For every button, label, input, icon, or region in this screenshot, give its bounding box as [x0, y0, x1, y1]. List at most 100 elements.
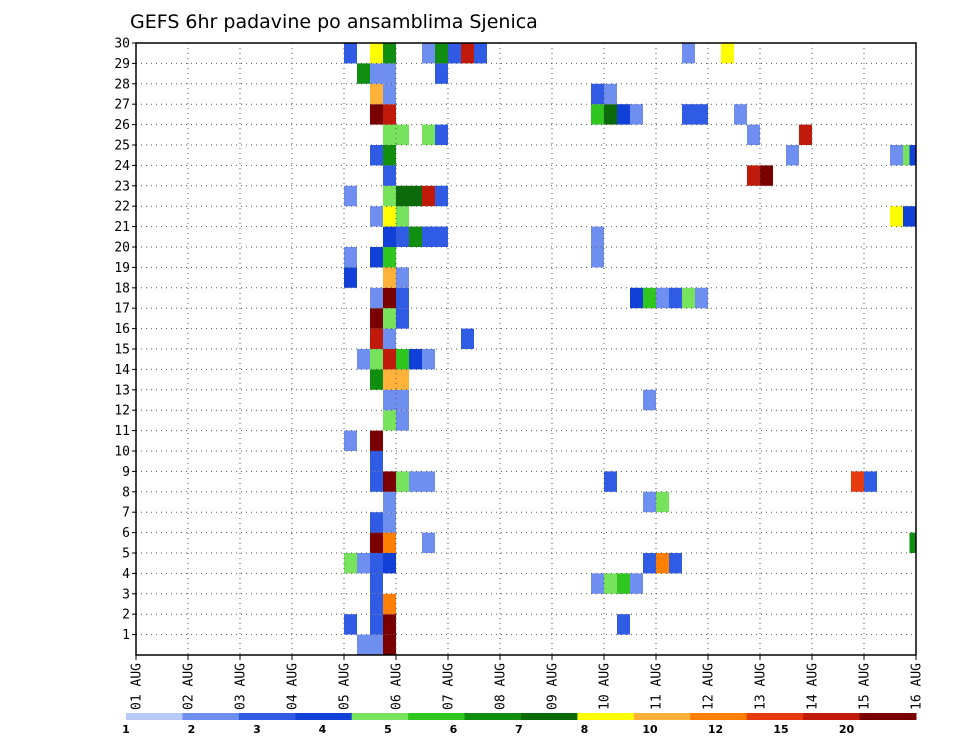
heatmap-cell [643, 491, 656, 513]
heatmap-cell [370, 532, 383, 553]
x-tick-label: 01 AUG [130, 663, 145, 710]
heatmap-cell [383, 63, 396, 84]
heatmap-cell [721, 43, 734, 64]
colorbar-swatch [859, 713, 917, 720]
heatmap-cell [909, 145, 916, 166]
heatmap-cell [396, 267, 409, 288]
x-tick-label: 14 AUG [806, 663, 821, 710]
heatmap-cell [669, 553, 682, 574]
heatmap-cell [383, 593, 396, 615]
heatmap-cell [422, 226, 435, 247]
heatmap-cell [344, 430, 357, 451]
heatmap-cell [370, 328, 383, 349]
heatmap-cell [643, 389, 656, 411]
heatmap-cell [344, 247, 357, 268]
heatmap-cell [604, 104, 617, 125]
heatmap-cell [370, 471, 383, 492]
heatmap-cell [357, 553, 370, 574]
x-tick-label: 07 AUG [442, 663, 457, 710]
heatmap-cell [591, 104, 604, 125]
y-tick-label: 23 [114, 179, 130, 194]
y-tick-label: 20 [114, 241, 130, 256]
y-tick-label: 8 [122, 485, 130, 500]
heatmap-cell [435, 124, 448, 145]
y-tick-label: 10 [114, 445, 130, 460]
heatmap-cell [383, 247, 396, 268]
heatmap-cell [396, 124, 409, 145]
colorbar-swatch [408, 713, 466, 720]
y-tick-label: 19 [114, 261, 130, 276]
heatmap-cell [682, 104, 695, 125]
heatmap-cell [344, 267, 357, 288]
colorbar-swatch [746, 713, 804, 720]
heatmap-cell [435, 226, 448, 247]
heatmap-cell [383, 512, 396, 533]
heatmap-cell [747, 165, 760, 186]
heatmap-cell [682, 43, 695, 64]
heatmap-cell [383, 145, 396, 166]
x-tick-label: 05 AUG [338, 663, 353, 710]
y-tick-label: 4 [122, 567, 130, 582]
colorbar-label: 5 [384, 723, 392, 736]
x-tick-label: 10 AUG [598, 663, 613, 710]
heatmap-cell [383, 185, 396, 207]
heatmap-cell [370, 145, 383, 166]
heatmap-cell [903, 206, 916, 227]
y-tick-label: 17 [114, 302, 130, 317]
heatmap-cell [604, 471, 617, 492]
heatmap-cell [591, 247, 604, 268]
colorbar-label: 20 [839, 723, 855, 736]
heatmap-cell [656, 491, 669, 513]
x-tick-label: 12 AUG [702, 663, 717, 710]
y-tick-label: 16 [114, 322, 130, 337]
heatmap-cell [383, 206, 396, 227]
y-tick-label: 7 [122, 506, 130, 521]
colorbar-label: 10 [642, 723, 658, 736]
heatmap-cell [591, 83, 604, 105]
heatmap-cell [396, 185, 409, 207]
heatmap-cell [734, 104, 747, 125]
colorbar-swatch [633, 713, 691, 720]
heatmap-cell [617, 104, 630, 125]
heatmap-cell [370, 349, 383, 370]
heatmap-cell [630, 287, 643, 309]
x-tick-label: 08 AUG [494, 663, 509, 710]
heatmap-cells [344, 43, 916, 655]
heatmap-cell [760, 165, 773, 186]
y-tick-label: 2 [122, 608, 130, 623]
y-tick-label: 28 [114, 77, 130, 92]
heatmap-cell [383, 491, 396, 513]
heatmap-cell [656, 287, 669, 309]
heatmap-cell [370, 308, 383, 329]
y-tick-label: 27 [114, 98, 130, 113]
heatmap-cell [396, 308, 409, 329]
heatmap-cell [344, 553, 357, 574]
colorbar-swatch [126, 713, 183, 720]
colorbar-label: 12 [708, 723, 723, 736]
y-tick-label: 1 [122, 628, 130, 643]
heatmap-cell [799, 124, 812, 145]
heatmap-cell [383, 308, 396, 329]
heatmap-cell [383, 83, 396, 105]
heatmap-cell [370, 206, 383, 227]
heatmap-cell [396, 287, 409, 309]
y-tick-label: 5 [122, 547, 130, 562]
y-tick-label: 13 [114, 383, 130, 398]
heatmap-cell [682, 287, 695, 309]
x-tick-label: 02 AUG [182, 663, 197, 710]
heatmap-cell [422, 532, 435, 553]
heatmap-cell [370, 287, 383, 309]
heatmap-cell [909, 532, 916, 553]
colorbar-swatch [182, 713, 240, 720]
x-tick-label: 04 AUG [286, 663, 301, 710]
heatmap-cell [370, 247, 383, 268]
heatmap-cell [370, 451, 383, 472]
x-axis-ticks: 01 AUG 02 AUG 03 AUG 04 AUG 05 AUG 06 AUG 07 A… [130, 655, 925, 710]
heatmap-cell [383, 634, 396, 655]
x-tick-label: 15 AUG [858, 663, 873, 710]
heatmap-cell [409, 185, 422, 207]
heatmap-cell [435, 43, 448, 64]
heatmap-cell [383, 389, 396, 411]
heatmap-cell [383, 226, 396, 247]
colorbar-label: 2 [188, 723, 196, 736]
